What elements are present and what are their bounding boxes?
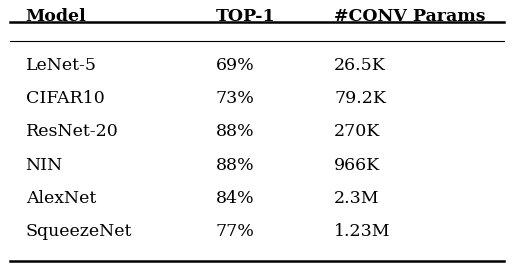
Text: 1.23M: 1.23M (334, 223, 391, 240)
Text: SqueezeNet: SqueezeNet (26, 223, 132, 240)
Text: #CONV Params: #CONV Params (334, 8, 486, 25)
Text: LeNet-5: LeNet-5 (26, 57, 97, 74)
Text: 84%: 84% (216, 190, 254, 207)
Text: 88%: 88% (216, 157, 254, 173)
Text: 270K: 270K (334, 123, 380, 140)
Text: 77%: 77% (216, 223, 255, 240)
Text: NIN: NIN (26, 157, 63, 173)
Text: 966K: 966K (334, 157, 380, 173)
Text: CIFAR10: CIFAR10 (26, 90, 104, 107)
Text: 26.5K: 26.5K (334, 57, 386, 74)
Text: 79.2K: 79.2K (334, 90, 386, 107)
Text: Model: Model (26, 8, 86, 25)
Text: 88%: 88% (216, 123, 254, 140)
Text: 2.3M: 2.3M (334, 190, 380, 207)
Text: 73%: 73% (216, 90, 255, 107)
Text: 69%: 69% (216, 57, 254, 74)
Text: ResNet-20: ResNet-20 (26, 123, 118, 140)
Text: TOP-1: TOP-1 (216, 8, 276, 25)
Text: AlexNet: AlexNet (26, 190, 96, 207)
